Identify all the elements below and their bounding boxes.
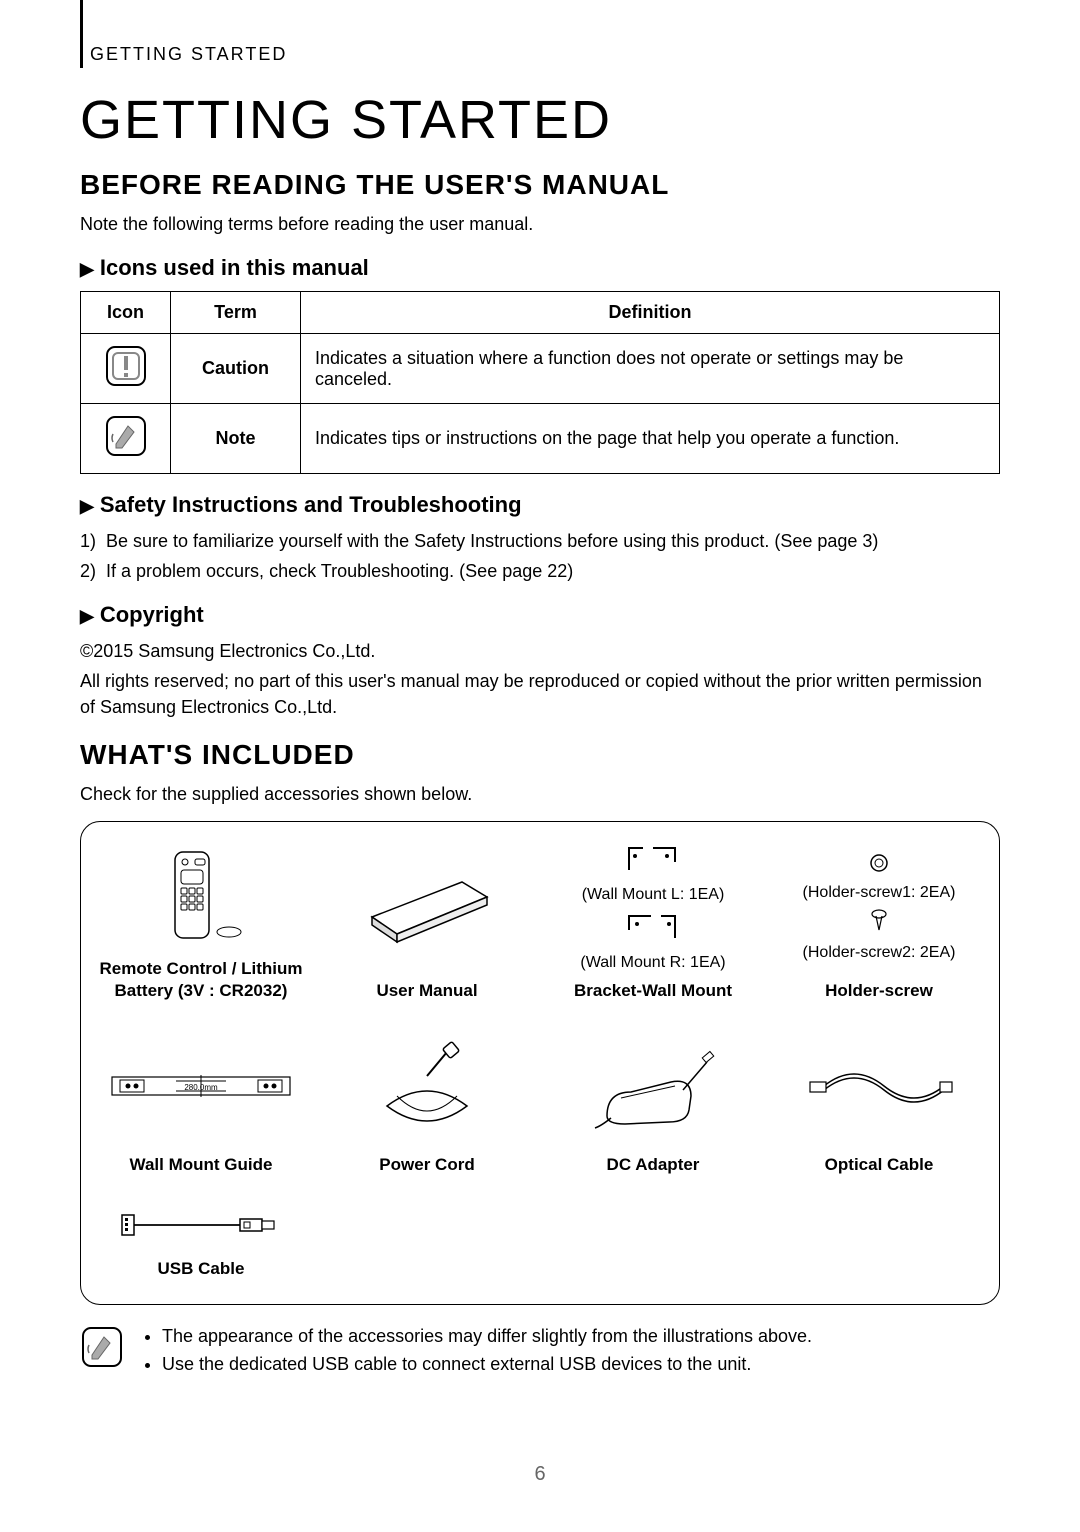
guide-icon: 280.0mm: [106, 1061, 296, 1111]
accessory-bracket: (Wall Mount L: 1EA) (Wall Mount R: 1EA) …: [545, 842, 761, 1002]
note-icon: [81, 404, 171, 474]
accessory-power-cord: Power Cord: [319, 1026, 535, 1176]
caption: Optical Cable: [825, 1154, 934, 1176]
triangle-marker-icon: ▶: [80, 606, 94, 626]
subheading-text: Copyright: [100, 602, 204, 627]
copyright-line2: All rights reserved; no part of this use…: [80, 668, 1000, 720]
caption: Holder-screw: [825, 980, 933, 1002]
power-cord-icon: [367, 1036, 487, 1136]
running-head: GETTING STARTED: [90, 44, 1000, 65]
safety-list: 1)Be sure to familiarize yourself with t…: [80, 528, 1000, 584]
included-accessories-box: Remote Control / LithiumBattery (3V : CR…: [80, 821, 1000, 1305]
intro-text: Note the following terms before reading …: [80, 211, 1000, 237]
table-header-icon: Icon: [81, 292, 171, 334]
table-row: Caution Indicates a situation where a fu…: [81, 334, 1000, 404]
subheading-copyright: ▶ Copyright: [80, 602, 1000, 628]
note-icon: [80, 1325, 124, 1374]
triangle-marker-icon: ▶: [80, 259, 94, 279]
list-item: 1)Be sure to familiarize yourself with t…: [80, 528, 1000, 554]
accessory-usb-cable: USB Cable: [93, 1200, 309, 1280]
accessory-remote: Remote Control / LithiumBattery (3V : CR…: [93, 842, 309, 1002]
note-item: The appearance of the accessories may di…: [162, 1323, 812, 1351]
sub-caption: (Holder-screw2: 2EA): [803, 944, 956, 962]
copyright-line1: ©2015 Samsung Electronics Co.,Ltd.: [80, 638, 1000, 664]
book-icon: [352, 862, 502, 952]
table-header-term: Term: [171, 292, 301, 334]
caption: Wall Mount Guide: [130, 1154, 273, 1176]
term-caution: Caution: [171, 334, 301, 404]
subheading-text: Safety Instructions and Troubleshooting: [100, 492, 522, 517]
definition-caution: Indicates a situation where a function d…: [301, 334, 1000, 404]
accessory-holder-screw: (Holder-screw1: 2EA) (Holder-screw2: 2EA…: [771, 842, 987, 1002]
table-header-definition: Definition: [301, 292, 1000, 334]
caption: Power Cord: [379, 1154, 474, 1176]
remote-icon: [141, 846, 261, 946]
caption: Remote Control / LithiumBattery (3V : CR…: [99, 958, 302, 1002]
caption: User Manual: [376, 980, 477, 1002]
subheading-icons-used: ▶ Icons used in this manual: [80, 255, 1000, 281]
accessory-user-manual: User Manual: [319, 842, 535, 1002]
sub-caption: (Holder-screw1: 2EA): [803, 884, 956, 902]
icons-table: Icon Term Definition Caution Indicates a…: [80, 291, 1000, 474]
sub-caption: (Wall Mount L: 1EA): [582, 886, 725, 904]
definition-note: Indicates tips or instructions on the pa…: [301, 404, 1000, 474]
included-intro: Check for the supplied accessories shown…: [80, 781, 1000, 807]
triangle-marker-icon: ▶: [80, 496, 94, 516]
footer-note: The appearance of the accessories may di…: [80, 1323, 1000, 1379]
caption: USB Cable: [158, 1258, 245, 1280]
subheading-safety: ▶ Safety Instructions and Troubleshooting: [80, 492, 1000, 518]
screw1-icon: [868, 852, 890, 874]
accessory-wall-mount-guide: 280.0mm Wall Mount Guide: [93, 1026, 309, 1176]
screw2-icon: [868, 908, 890, 934]
sub-caption: (Wall Mount R: 1EA): [580, 954, 725, 972]
term-note: Note: [171, 404, 301, 474]
wall-mount-r-icon: [623, 910, 683, 944]
note-item: Use the dedicated USB cable to connect e…: [162, 1351, 812, 1379]
list-item: 2)If a problem occurs, check Troubleshoo…: [80, 558, 1000, 584]
usb-cable-icon: [116, 1205, 286, 1245]
caption: Bracket-Wall Mount: [574, 980, 732, 1002]
accessory-dc-adapter: DC Adapter: [545, 1026, 761, 1176]
page-number: 6: [0, 1463, 1080, 1486]
table-row: Note Indicates tips or instructions on t…: [81, 404, 1000, 474]
caution-icon: [81, 334, 171, 404]
section-heading-whats-included: WHAT'S INCLUDED: [80, 739, 1000, 771]
accessory-optical-cable: Optical Cable: [771, 1026, 987, 1176]
page-title: GETTING STARTED: [80, 89, 1000, 151]
caption: DC Adapter: [607, 1154, 700, 1176]
optical-cable-icon: [804, 1056, 954, 1116]
wall-mount-l-icon: [623, 842, 683, 876]
dc-adapter-icon: [583, 1036, 723, 1136]
subheading-text: Icons used in this manual: [100, 255, 369, 280]
section-heading-before-reading: BEFORE READING THE USER'S MANUAL: [80, 169, 1000, 201]
